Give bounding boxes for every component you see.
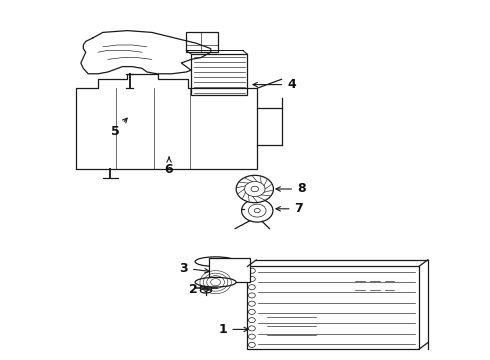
Ellipse shape xyxy=(200,289,211,293)
Circle shape xyxy=(248,293,255,298)
Circle shape xyxy=(248,276,255,282)
Circle shape xyxy=(248,326,255,331)
Circle shape xyxy=(248,334,255,339)
Text: 2: 2 xyxy=(189,283,209,296)
Circle shape xyxy=(236,175,273,203)
Bar xyxy=(186,32,218,52)
Bar xyxy=(200,286,211,291)
Circle shape xyxy=(248,285,255,290)
Text: 4: 4 xyxy=(253,78,296,91)
Bar xyxy=(209,258,250,282)
Text: 8: 8 xyxy=(276,183,306,195)
Text: 1: 1 xyxy=(219,323,248,336)
Circle shape xyxy=(245,181,265,197)
Ellipse shape xyxy=(200,284,211,288)
Circle shape xyxy=(248,268,255,273)
Ellipse shape xyxy=(195,277,236,287)
Circle shape xyxy=(248,342,255,347)
Text: 7: 7 xyxy=(276,202,303,215)
Circle shape xyxy=(248,318,255,323)
Text: 3: 3 xyxy=(179,262,209,275)
Bar xyxy=(191,54,247,95)
Circle shape xyxy=(248,309,255,314)
Text: 6: 6 xyxy=(165,157,173,176)
Bar xyxy=(247,266,419,349)
Circle shape xyxy=(242,199,273,222)
Ellipse shape xyxy=(195,257,236,266)
Circle shape xyxy=(248,301,255,306)
Text: 5: 5 xyxy=(111,118,127,138)
